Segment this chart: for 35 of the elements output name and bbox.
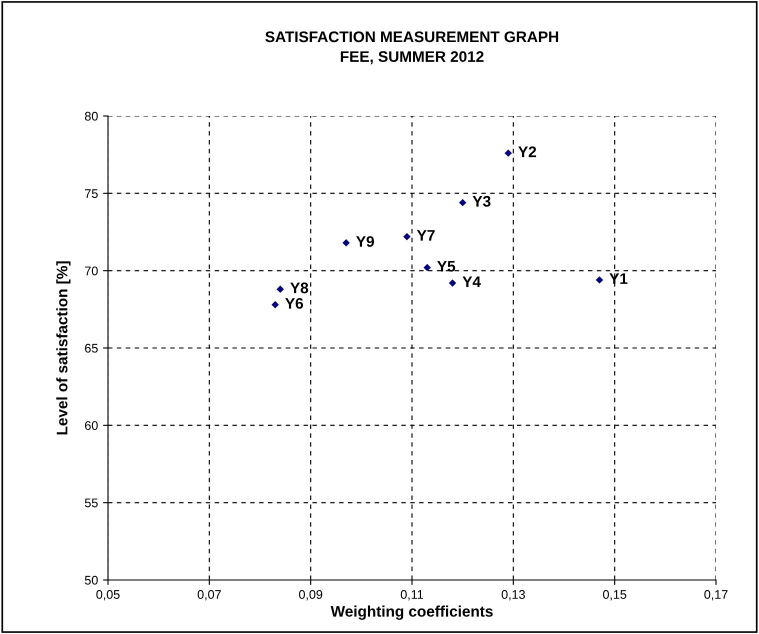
point bbox=[424, 264, 431, 272]
annotation: Y7 bbox=[416, 230, 435, 241]
x-tick-label: 0,09 bbox=[298, 590, 322, 600]
x-tick-label: 0,13 bbox=[502, 590, 525, 600]
y-tick-label: 60 bbox=[85, 421, 98, 430]
y-tick-label: 70 bbox=[85, 266, 98, 276]
x-tick-label: 0,15 bbox=[602, 590, 626, 600]
point bbox=[448, 279, 456, 287]
annotation: Y6 bbox=[285, 298, 304, 309]
chart-title: SATISFACTION MEASUREMENT GRAPH FEE, SUMMER 2012 bbox=[265, 31, 558, 64]
point bbox=[504, 149, 512, 157]
annotation: Y5 bbox=[437, 261, 456, 272]
annotation: Y8 bbox=[290, 282, 308, 294]
y-tick-label: 65 bbox=[85, 344, 98, 353]
x-tick-label: 0,17 bbox=[704, 590, 728, 600]
annotation: Y2 bbox=[518, 146, 536, 158]
y-tick-label: 75 bbox=[85, 189, 98, 198]
annotation: Y1 bbox=[609, 273, 628, 284]
annotation: Y4 bbox=[462, 276, 481, 287]
point bbox=[342, 239, 350, 246]
y-tick-label: 50 bbox=[84, 576, 98, 585]
y-axis-title: Level of satisfaction [%] bbox=[56, 261, 70, 434]
point bbox=[272, 301, 279, 308]
annotation: Y9 bbox=[356, 236, 374, 247]
y-tick-label: 80 bbox=[84, 112, 98, 121]
x-tick-label: 0,05 bbox=[96, 590, 120, 600]
x-axis-title: Weighting coefficients bbox=[330, 606, 493, 620]
annotation: Y3 bbox=[472, 196, 491, 207]
point bbox=[458, 198, 466, 206]
point bbox=[276, 286, 284, 293]
x-tick-label: 0,11 bbox=[400, 590, 424, 600]
point bbox=[403, 232, 411, 240]
y-tick-label: 55 bbox=[84, 498, 98, 508]
point bbox=[596, 276, 604, 284]
x-tick-label: 0,07 bbox=[198, 590, 221, 600]
